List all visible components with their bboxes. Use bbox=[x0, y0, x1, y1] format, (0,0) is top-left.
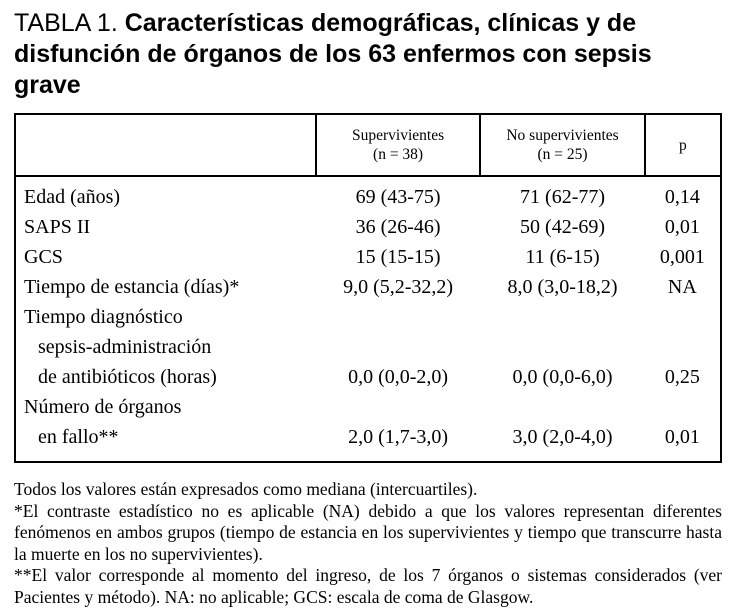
survivors-value: 0,0 (0,0-2,0) bbox=[348, 366, 449, 388]
row-label: Número de órganos en fallo** bbox=[15, 392, 316, 462]
non-survivors-value: 50 (42-69) bbox=[520, 216, 606, 238]
survivors-header: Supervivientes (n = 38) bbox=[314, 114, 481, 177]
survivors-value: 15 (15-15) bbox=[355, 246, 441, 268]
row-label: Tiempo diagnóstico sepsis-administración… bbox=[15, 302, 316, 392]
survivors-value: 9,0 (5,2-32,2) bbox=[343, 276, 454, 298]
non-survivors-value: 0,0 (0,0-6,0) bbox=[512, 366, 613, 388]
table-number: TABLA 1. bbox=[14, 9, 118, 37]
table-caption-text: Características demográficas, clínicas y… bbox=[14, 9, 652, 99]
row-label: GCS bbox=[15, 242, 316, 272]
table-row-tiempo-diagnostico: Tiempo diagnóstico sepsis-administración… bbox=[15, 302, 721, 392]
row-label-line: Tiempo de estancia (días)* bbox=[24, 276, 240, 298]
row-label-line: en fallo** bbox=[38, 426, 119, 448]
row-label-line: SAPS II bbox=[24, 216, 91, 238]
p-value: 0,001 bbox=[659, 246, 705, 268]
footnote-asterisk: *El contraste estadístico no es aplicabl… bbox=[14, 500, 722, 564]
p-value: 0,01 bbox=[664, 216, 700, 238]
row-label-line: Tiempo diagnóstico bbox=[24, 306, 183, 328]
footnote-general: Todos los valores están expresados como … bbox=[14, 479, 478, 499]
row-label-line: sepsis-administración bbox=[38, 336, 212, 358]
empty-header-cell bbox=[15, 114, 316, 177]
non-survivors-header-line2: (n = 25) bbox=[537, 146, 588, 163]
non-survivors-value: 3,0 (2,0-4,0) bbox=[512, 426, 613, 448]
non-survivors-value: 71 (62-77) bbox=[520, 186, 606, 208]
table-row-saps: SAPS II 36 (26-46) 50 (42-69) 0,01 bbox=[15, 212, 721, 242]
table-row-organos-fallo: Número de órganos en fallo** 2,0 (1,7-3,… bbox=[15, 392, 721, 462]
row-label-line: Número de órganos bbox=[24, 396, 182, 418]
survivors-value: 69 (43-75) bbox=[355, 186, 441, 208]
footnote-double-asterisk: **El valor corresponde al momento del in… bbox=[14, 565, 722, 607]
row-label: Tiempo de estancia (días)* bbox=[15, 272, 316, 302]
p-header: p bbox=[643, 114, 721, 177]
survivors-header-line1: Supervivientes bbox=[352, 127, 445, 144]
p-value: 0,14 bbox=[664, 186, 700, 208]
demographics-table: Supervivientes (n = 38) No superviviente… bbox=[14, 113, 722, 463]
survivors-header-line2: (n = 38) bbox=[373, 146, 424, 163]
survivors-value: 2,0 (1,7-3,0) bbox=[348, 426, 449, 448]
header-row: Supervivientes (n = 38) No superviviente… bbox=[15, 114, 721, 177]
row-label: Edad (años) bbox=[15, 176, 316, 212]
non-survivors-header-line1: No supervivientes bbox=[506, 127, 619, 144]
row-label: SAPS II bbox=[15, 212, 316, 242]
table-row-gcs: GCS 15 (15-15) 11 (6-15) 0,001 bbox=[15, 242, 721, 272]
non-survivors-value: 11 (6-15) bbox=[525, 246, 600, 268]
row-label-line: de antibióticos (horas) bbox=[38, 366, 217, 388]
table-title: TABLA 1. Características demográficas, c… bbox=[14, 8, 722, 101]
row-label-line: GCS bbox=[24, 246, 63, 268]
p-value: 0,25 bbox=[664, 366, 700, 388]
non-survivors-header: No supervivientes (n = 25) bbox=[479, 114, 645, 177]
non-survivors-value: 8,0 (3,0-18,2) bbox=[507, 276, 618, 298]
row-label-line: Edad (años) bbox=[24, 186, 121, 208]
p-value: 0,01 bbox=[664, 426, 700, 448]
table-row-estancia: Tiempo de estancia (días)* 9,0 (5,2-32,2… bbox=[15, 272, 721, 302]
footnotes: Todos los valores están expresados como … bbox=[14, 479, 722, 608]
p-value: NA bbox=[667, 276, 697, 298]
survivors-value: 36 (26-46) bbox=[355, 216, 441, 238]
table-row-edad: Edad (años) 69 (43-75) 71 (62-77) 0,14 bbox=[15, 176, 721, 212]
